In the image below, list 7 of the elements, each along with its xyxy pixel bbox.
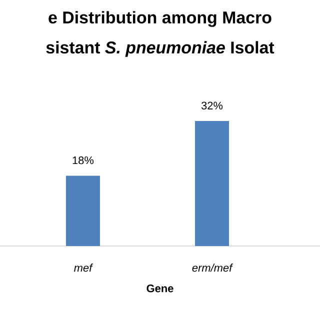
x-axis-title: Gene [146,284,174,292]
data-label: 18% [72,156,94,164]
chart-title: e Distribution among Macro [48,11,272,27]
chart-subtitle: sistant S. pneumoniae Isolat [46,41,274,57]
x-tick-label: mef [74,264,94,272]
data-label: 32% [201,102,223,110]
x-tick-label: erm/mef [192,264,234,272]
